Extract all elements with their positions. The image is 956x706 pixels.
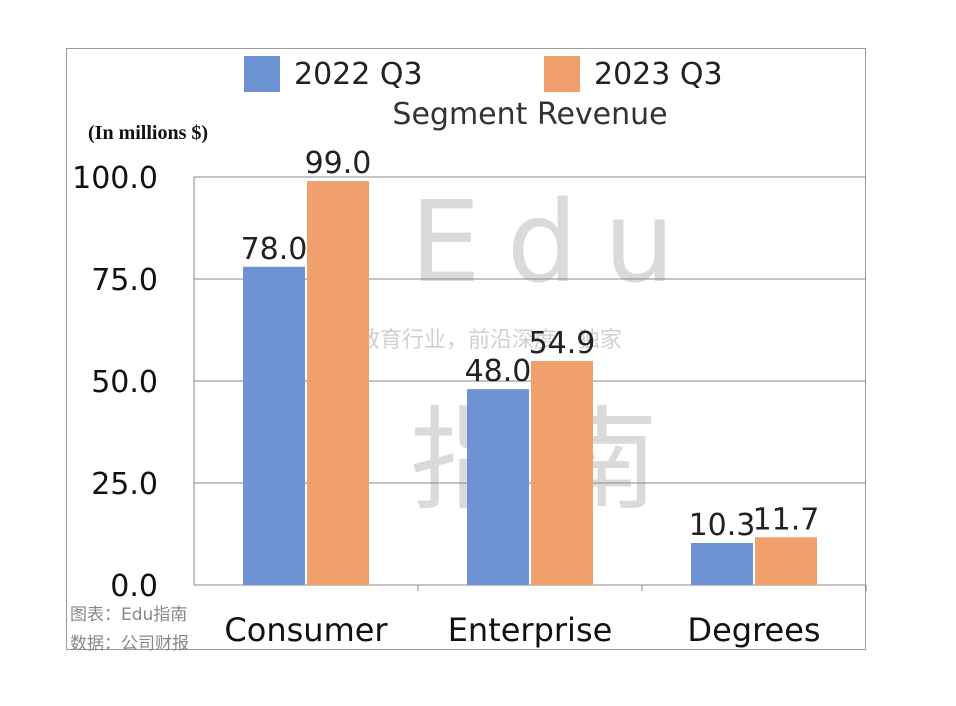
bar-consumer-2023q3 [307,181,369,585]
data-label: 78.0 [241,232,308,267]
data-label: 11.7 [753,502,820,537]
y-tick-label: 25.0 [91,467,158,502]
unit-label: (In millions $) [88,122,209,144]
chart-title: Segment Revenue [392,97,668,132]
chart-frame [66,48,866,650]
watermark-latin: Edu [410,178,701,308]
bar-enterprise-2022q3 [467,389,529,585]
x-tick-label: Degrees [687,611,820,649]
y-tick-label: 100.0 [72,161,158,196]
data-label: 48.0 [465,354,532,389]
bar-enterprise-2023q3 [531,361,593,585]
bar-consumer-2022q3 [243,266,305,585]
legend-label-2023: 2023 Q3 [594,56,723,92]
x-tick-label: Enterprise [448,611,613,649]
data-label: 10.3 [689,508,756,543]
bar-degrees-2022q3 [691,542,753,585]
legend-label-2022: 2022 Q3 [294,56,423,92]
footer-chart-credit: 图表：Edu指南 [70,605,188,625]
footer-data-source: 数据：公司财报 [70,634,189,654]
legend-swatch-2022 [244,56,280,92]
data-label: 99.0 [305,146,372,181]
y-tick-label: 0.0 [110,569,158,604]
data-label: 54.9 [529,326,596,361]
legend-item-2022: 2022 Q3 [244,56,423,92]
watermark-tagline: 教育行业，前沿深度、独家 [358,328,623,353]
y-tick-label: 75.0 [91,263,158,298]
y-tick-label: 50.0 [91,365,158,400]
legend-item-2023: 2023 Q3 [544,56,723,92]
bar-degrees-2023q3 [755,537,817,585]
x-tick-label: Consumer [224,611,388,649]
legend-swatch-2023 [544,56,580,92]
